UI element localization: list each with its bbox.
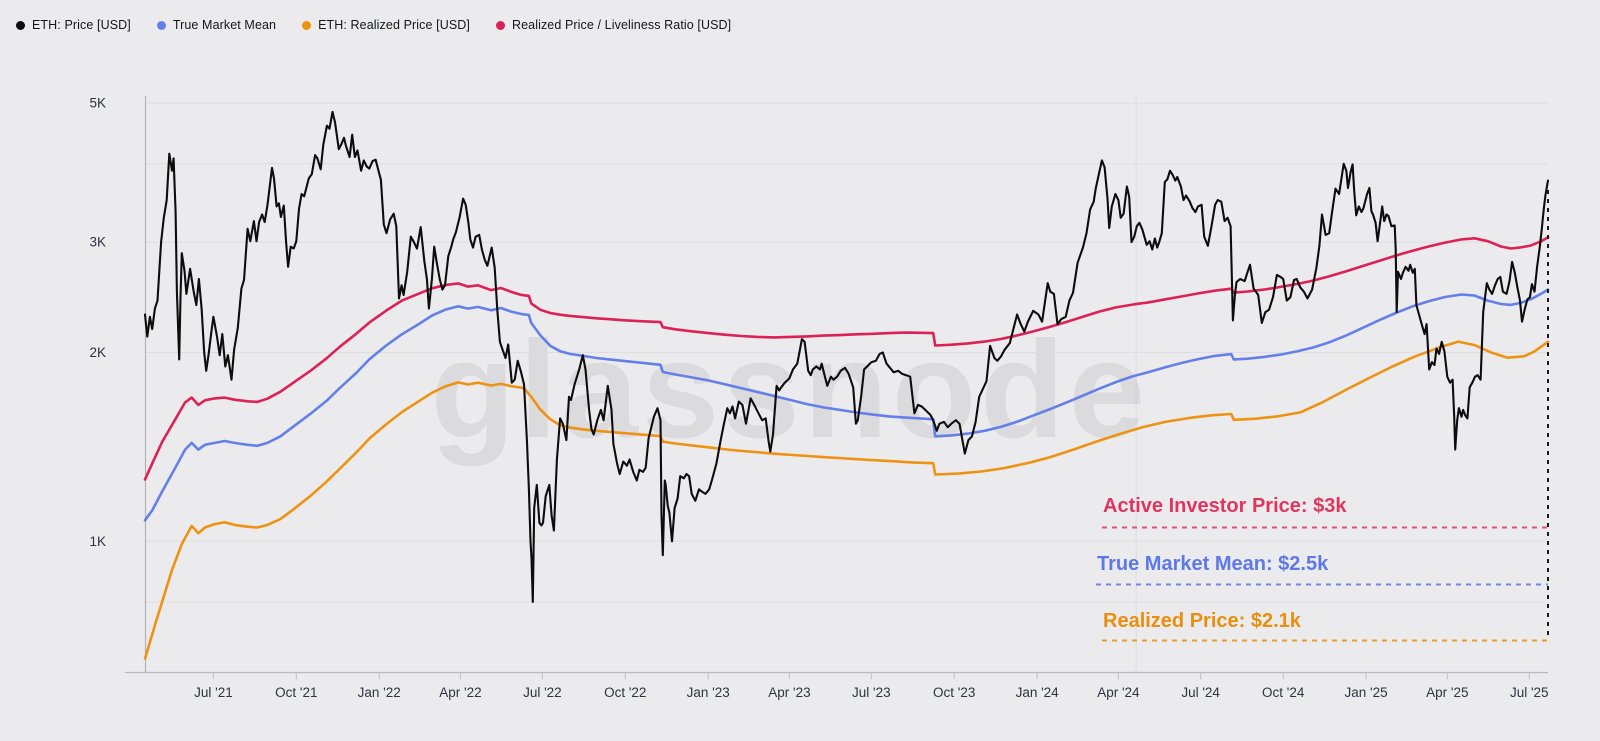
legend-item-label: ETH: Realized Price [USD] [318, 18, 470, 32]
x-tick-label: Apr '25 [1426, 685, 1468, 700]
x-tick-label: Oct '22 [604, 685, 646, 700]
price-annotations: Active Investor Price: $3k True Market Me… [1096, 495, 1548, 642]
chart-legend: ETH: Price [USD] True Market Mean ETH: Rea… [16, 18, 731, 32]
series-line-realized-price-liveliness-ratio-usd [143, 236, 1550, 481]
axes [125, 96, 1548, 680]
glassnode-watermark: glassnode [431, 313, 1150, 467]
y-tick-label: 5K [89, 96, 106, 111]
legend-item-label: True Market Mean [172, 18, 277, 32]
legend-item-0[interactable]: ETH: Price [USD] [16, 18, 131, 32]
x-tick-label: Jul '21 [194, 685, 233, 700]
legend-dot-icon [156, 20, 166, 30]
legend-item-label: Realized Price / Liveliness Ratio [USD] [511, 18, 732, 32]
x-tick-label: Apr '23 [768, 685, 810, 700]
x-tick-label: Apr '22 [439, 685, 481, 700]
legend-item-3[interactable]: Realized Price / Liveliness Ratio [USD] [495, 18, 732, 32]
annotation-label-realized-price: Realized Price: $2.1k [1103, 610, 1302, 632]
legend-item-label: ETH: Price [USD] [32, 18, 131, 32]
y-axis-labels: 5K 3K 2K 1K [89, 96, 106, 549]
x-tick-label: Oct '23 [933, 685, 975, 700]
annotation-label-true-market-mean: True Market Mean: $2.5k [1097, 553, 1329, 575]
x-tick-label: Jul '22 [523, 685, 562, 700]
series-lines [143, 110, 1550, 660]
x-tick-label: Jul '24 [1181, 685, 1220, 700]
y-tick-label: 1K [89, 534, 106, 549]
x-tick-label: Apr '24 [1097, 685, 1140, 700]
x-tick-label: Jan '25 [1345, 685, 1388, 700]
x-tick-label: Jan '24 [1016, 685, 1060, 700]
series-line-true-market-mean [143, 288, 1550, 522]
y-tick-label: 3K [89, 235, 106, 250]
x-tick-label: Jan '22 [358, 685, 401, 700]
x-tick-label: Oct '21 [275, 685, 317, 700]
x-axis-labels: Jul '21 Oct '21 Jan '22 Apr '22 Jul '22 Oct '… [194, 685, 1548, 700]
legend-dot-icon [495, 20, 505, 30]
legend-dot-icon [16, 20, 25, 30]
y-tick-label: 2K [89, 345, 106, 360]
x-tick-label: Jan '23 [687, 685, 730, 700]
legend-item-1[interactable]: True Market Mean [156, 18, 277, 32]
x-tick-label: Oct '24 [1262, 685, 1305, 700]
x-tick-label: Jul '23 [852, 685, 891, 700]
x-tick-label: Jul '25 [1510, 685, 1549, 700]
annotation-label-active-investor-price: Active Investor Price: $3k [1103, 495, 1347, 517]
legend-item-2[interactable]: ETH: Realized Price [USD] [302, 18, 470, 32]
legend-dot-icon [302, 20, 312, 30]
series-line-eth-price-usd [143, 110, 1550, 604]
